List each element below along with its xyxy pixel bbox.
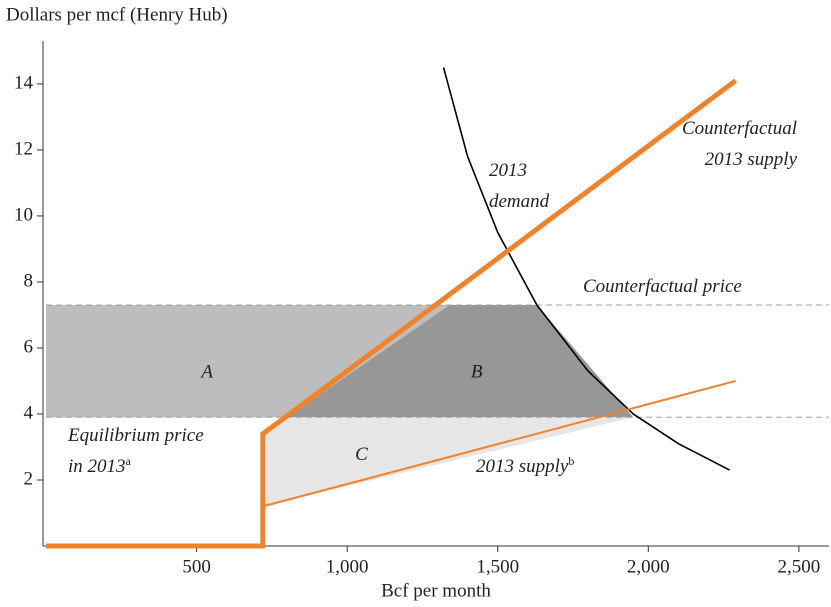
annotation-note: a <box>126 454 132 468</box>
annotation: in 2013a <box>68 454 132 478</box>
annotation: 2013 supplyb <box>476 454 574 478</box>
x-tick-label: 500 <box>182 556 211 577</box>
annotation: 2013 <box>489 160 527 181</box>
annotation-line: Counterfactual <box>682 118 797 139</box>
series-line <box>46 78 738 549</box>
y-tick-label: 12 <box>14 138 33 159</box>
region <box>46 305 450 418</box>
series-line <box>442 67 730 471</box>
annotation-note: b <box>568 454 574 468</box>
series-line <box>262 380 736 508</box>
annotation: Counterfactual <box>682 118 797 139</box>
annotation-line: Equilibrium price <box>67 425 204 446</box>
x-tick-label: 2,500 <box>778 556 821 577</box>
annotation: 2013 supply <box>705 149 798 170</box>
annotation-line: 2013 supply <box>476 456 569 477</box>
y-tick-label: 2 <box>24 468 34 489</box>
region-label: A <box>199 362 213 383</box>
region-label: C <box>355 444 368 465</box>
y-tick-label: 4 <box>24 402 34 423</box>
annotation-line: 2013 supply <box>705 149 798 170</box>
annotation-line: 2013 <box>489 160 527 181</box>
y-axis-label: Dollars per mcf (Henry Hub) <box>6 4 228 25</box>
y-tick-label: 6 <box>24 336 34 357</box>
x-axis-label: Bcf per month <box>381 580 491 601</box>
annotation: Counterfactual price <box>583 276 742 297</box>
annotation-line: demand <box>489 191 550 212</box>
region <box>262 417 634 507</box>
annotation: Equilibrium price <box>67 425 204 446</box>
region-label: B <box>471 362 483 383</box>
y-tick-label: 10 <box>14 204 33 225</box>
x-tick-label: 1,500 <box>476 556 519 577</box>
annotation: demand <box>489 191 550 212</box>
annotation-line: in 2013 <box>68 456 126 477</box>
region <box>286 305 634 418</box>
y-tick-label: 14 <box>14 72 34 93</box>
x-tick-label: 2,000 <box>627 556 670 577</box>
y-tick-label: 8 <box>24 270 34 291</box>
annotation-line: Counterfactual price <box>583 276 742 297</box>
x-tick-label: 1,000 <box>326 556 369 577</box>
